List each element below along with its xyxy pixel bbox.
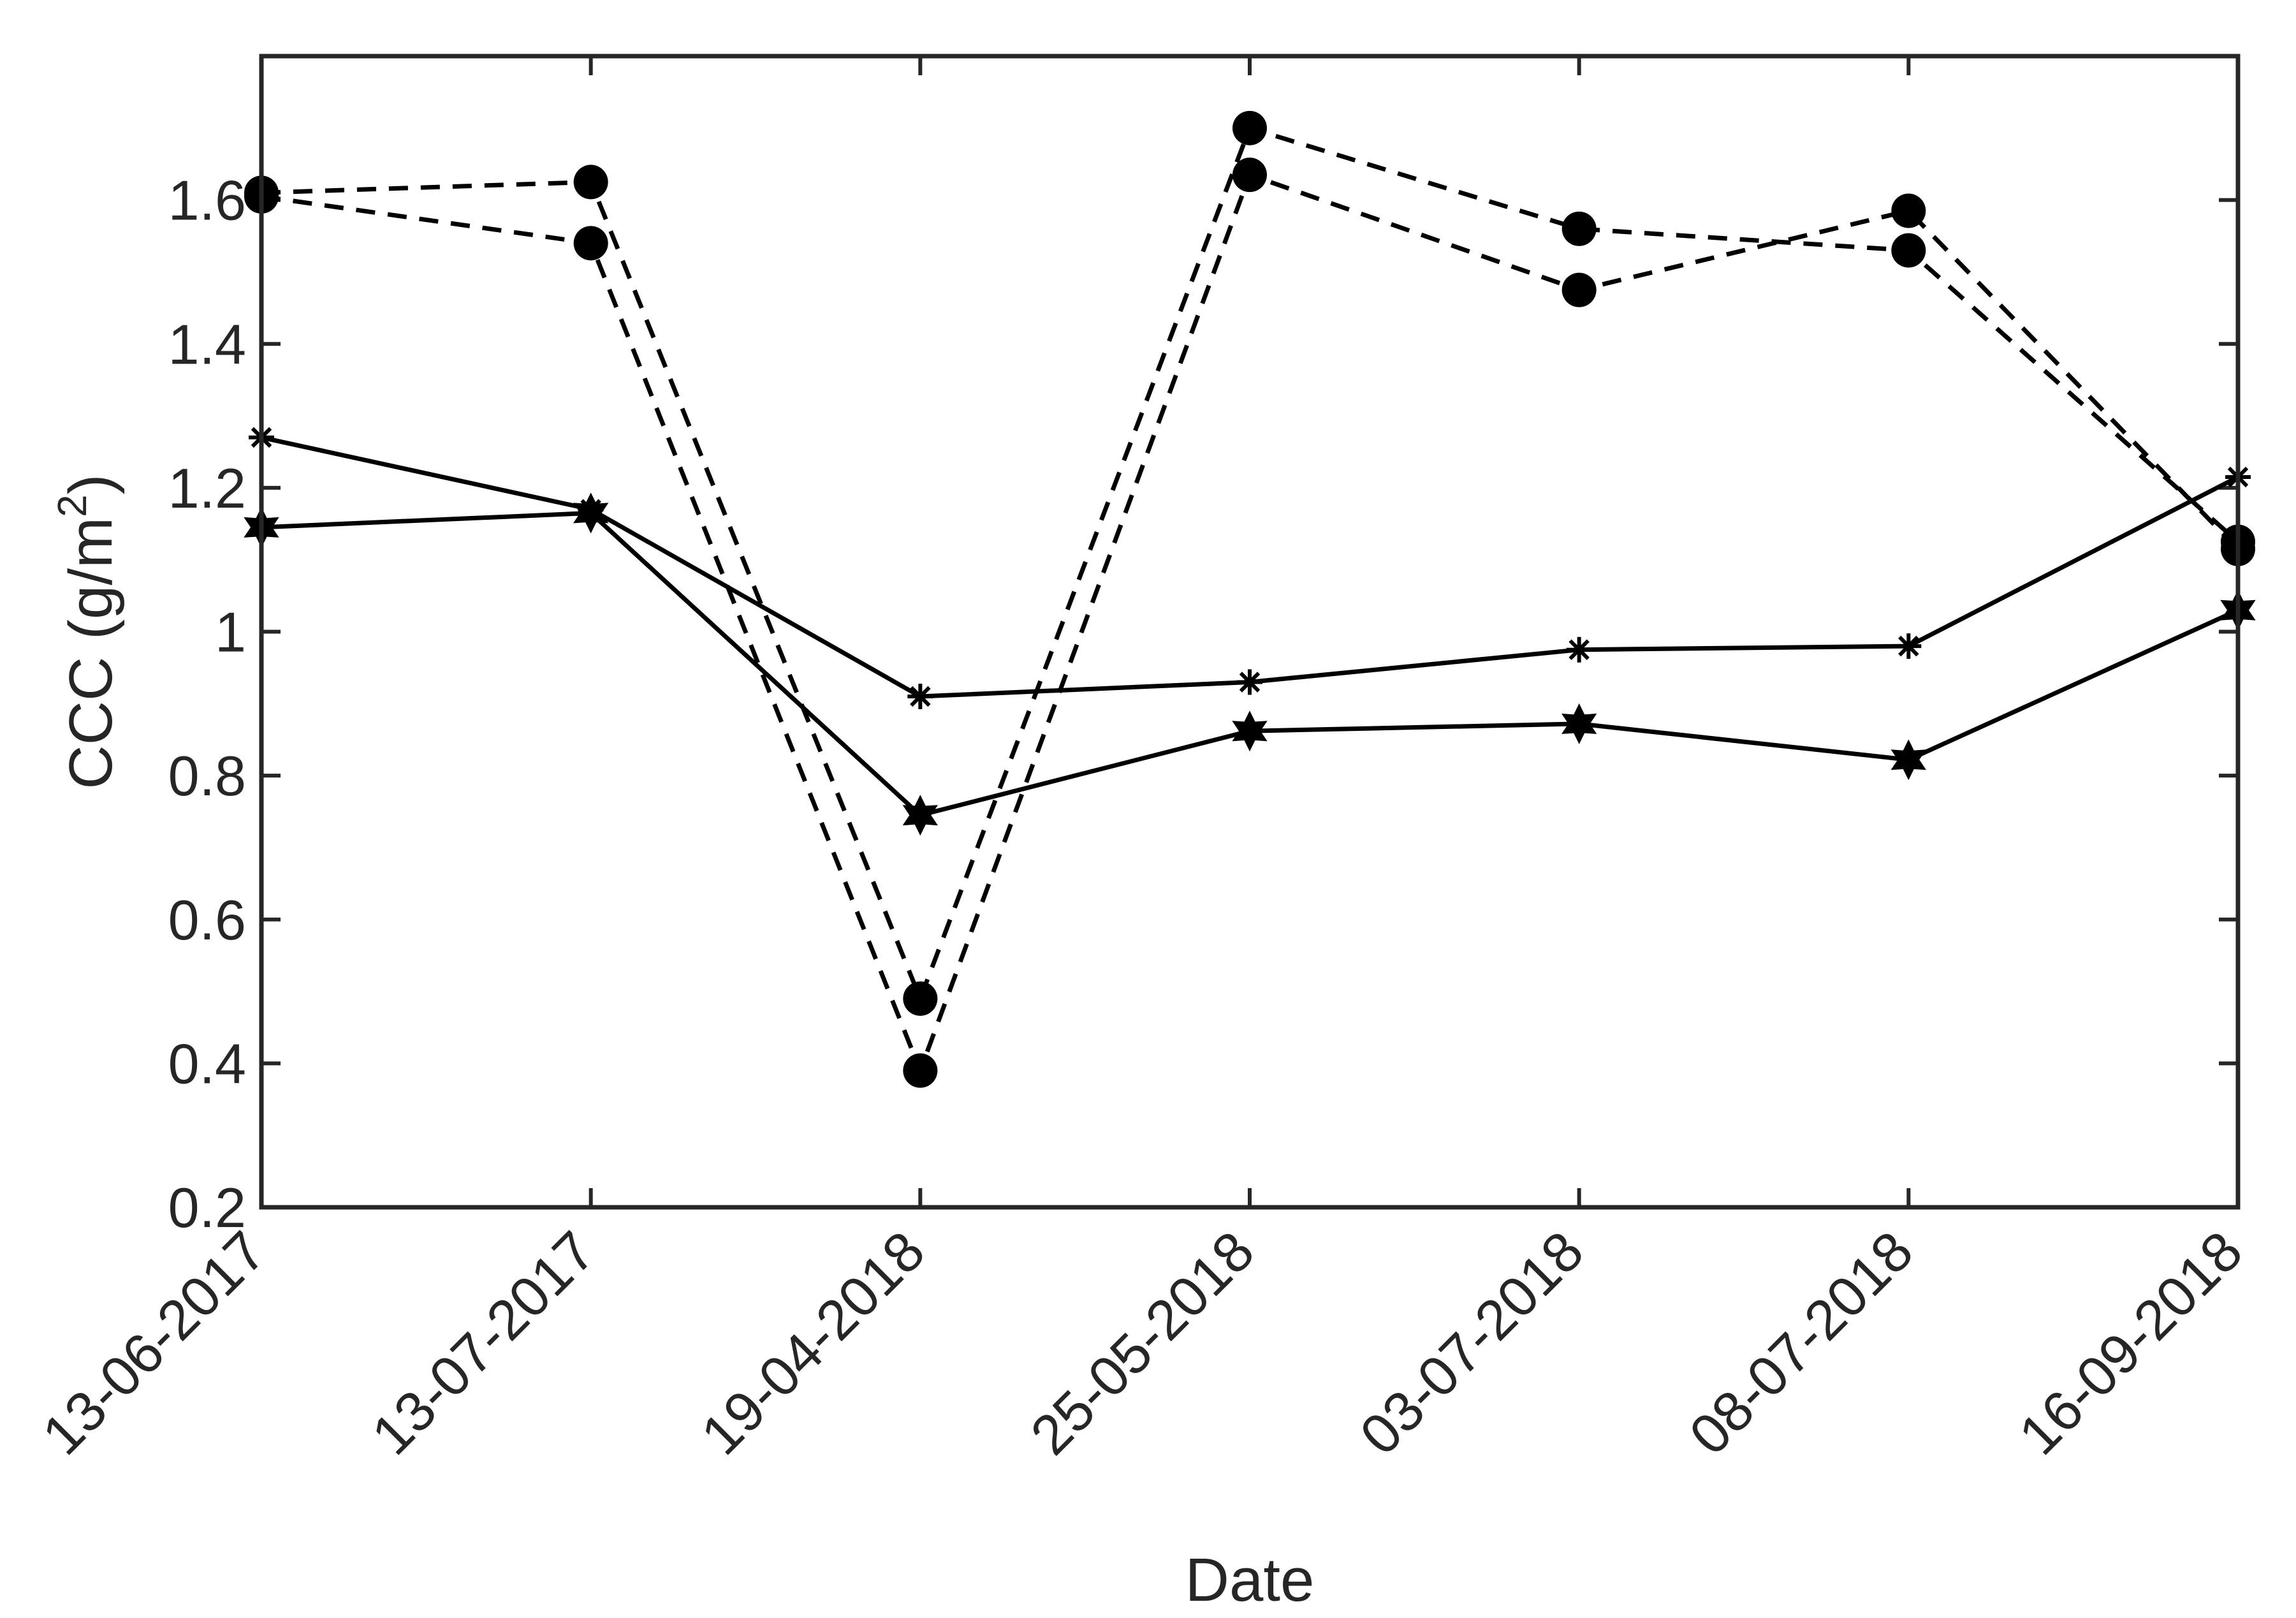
y-axis-ticks: 0.2 0.4 0.6 0.8 1 1.2 1.4 1.6 bbox=[168, 169, 2238, 1239]
y-axis-label-suffix: ) bbox=[57, 474, 125, 494]
data-point-asterisk bbox=[1896, 633, 1922, 659]
data-point-hexagram bbox=[1232, 710, 1268, 752]
data-point-hexagram bbox=[902, 795, 938, 836]
y-tick-label: 0.6 bbox=[168, 888, 246, 952]
series-line bbox=[261, 510, 2239, 818]
data-point-circle bbox=[903, 1053, 938, 1088]
series-line bbox=[261, 435, 2239, 699]
data-point-hexagram bbox=[573, 492, 609, 534]
data-point-circle bbox=[1561, 211, 1597, 246]
series-dashed-circle-a bbox=[244, 110, 2255, 1016]
y-tick-label: 0.4 bbox=[168, 1032, 246, 1095]
y-axis-label-main: CCC (g/m bbox=[57, 517, 125, 790]
data-point-circle bbox=[1232, 110, 1267, 145]
data-point-hexagram bbox=[1890, 739, 1926, 781]
y-tick-label: 1.4 bbox=[168, 313, 246, 376]
x-tick-label: 25-05-2018 bbox=[1018, 1219, 1266, 1466]
y-tick-label: 0.2 bbox=[168, 1176, 246, 1239]
series-layer bbox=[244, 110, 2256, 1088]
series-solid-hexagram bbox=[244, 492, 2256, 836]
data-point-asterisk bbox=[1237, 669, 1262, 695]
y-axis-label: CCC (g/m2) bbox=[49, 474, 125, 789]
data-point-circle bbox=[1232, 158, 1267, 193]
x-axis-label: Date bbox=[1185, 1546, 1315, 1614]
plot-area-frame bbox=[259, 54, 2241, 1210]
data-point-circle bbox=[573, 226, 608, 261]
data-point-hexagram bbox=[1561, 703, 1597, 744]
x-tick-label: 08-07-2018 bbox=[1677, 1219, 1924, 1466]
data-point-asterisk bbox=[907, 684, 933, 710]
data-point-circle bbox=[903, 981, 938, 1016]
series-line bbox=[261, 125, 2240, 1005]
y-tick-label: 0.8 bbox=[168, 744, 246, 807]
x-tick-label: 16-09-2018 bbox=[2007, 1219, 2254, 1466]
series-solid-asterisk bbox=[249, 424, 2251, 710]
x-tick-label: 13-07-2017 bbox=[360, 1219, 607, 1466]
data-point-circle bbox=[1561, 272, 1597, 307]
x-axis-ticks: 13-06-2017 13-07-2017 19-04-2018 25-05-2018… bbox=[30, 56, 2254, 1467]
data-point-asterisk bbox=[1566, 636, 1592, 663]
x-tick-label: 13-06-2017 bbox=[30, 1219, 277, 1466]
y-tick-label: 1.6 bbox=[168, 169, 246, 232]
series-line bbox=[261, 172, 2240, 1077]
y-tick-label: 1 bbox=[215, 601, 246, 664]
data-point-circle bbox=[573, 165, 608, 200]
series-dashed-circle-b bbox=[244, 158, 2255, 1088]
y-tick-label: 1.2 bbox=[168, 457, 246, 520]
y-axis-label-superscript: 2 bbox=[49, 494, 95, 517]
x-tick-label: 19-04-2018 bbox=[689, 1219, 936, 1466]
data-point-circle bbox=[1891, 233, 1926, 268]
data-point-circle bbox=[1891, 193, 1926, 228]
x-tick-label: 03-07-2018 bbox=[1348, 1219, 1595, 1466]
